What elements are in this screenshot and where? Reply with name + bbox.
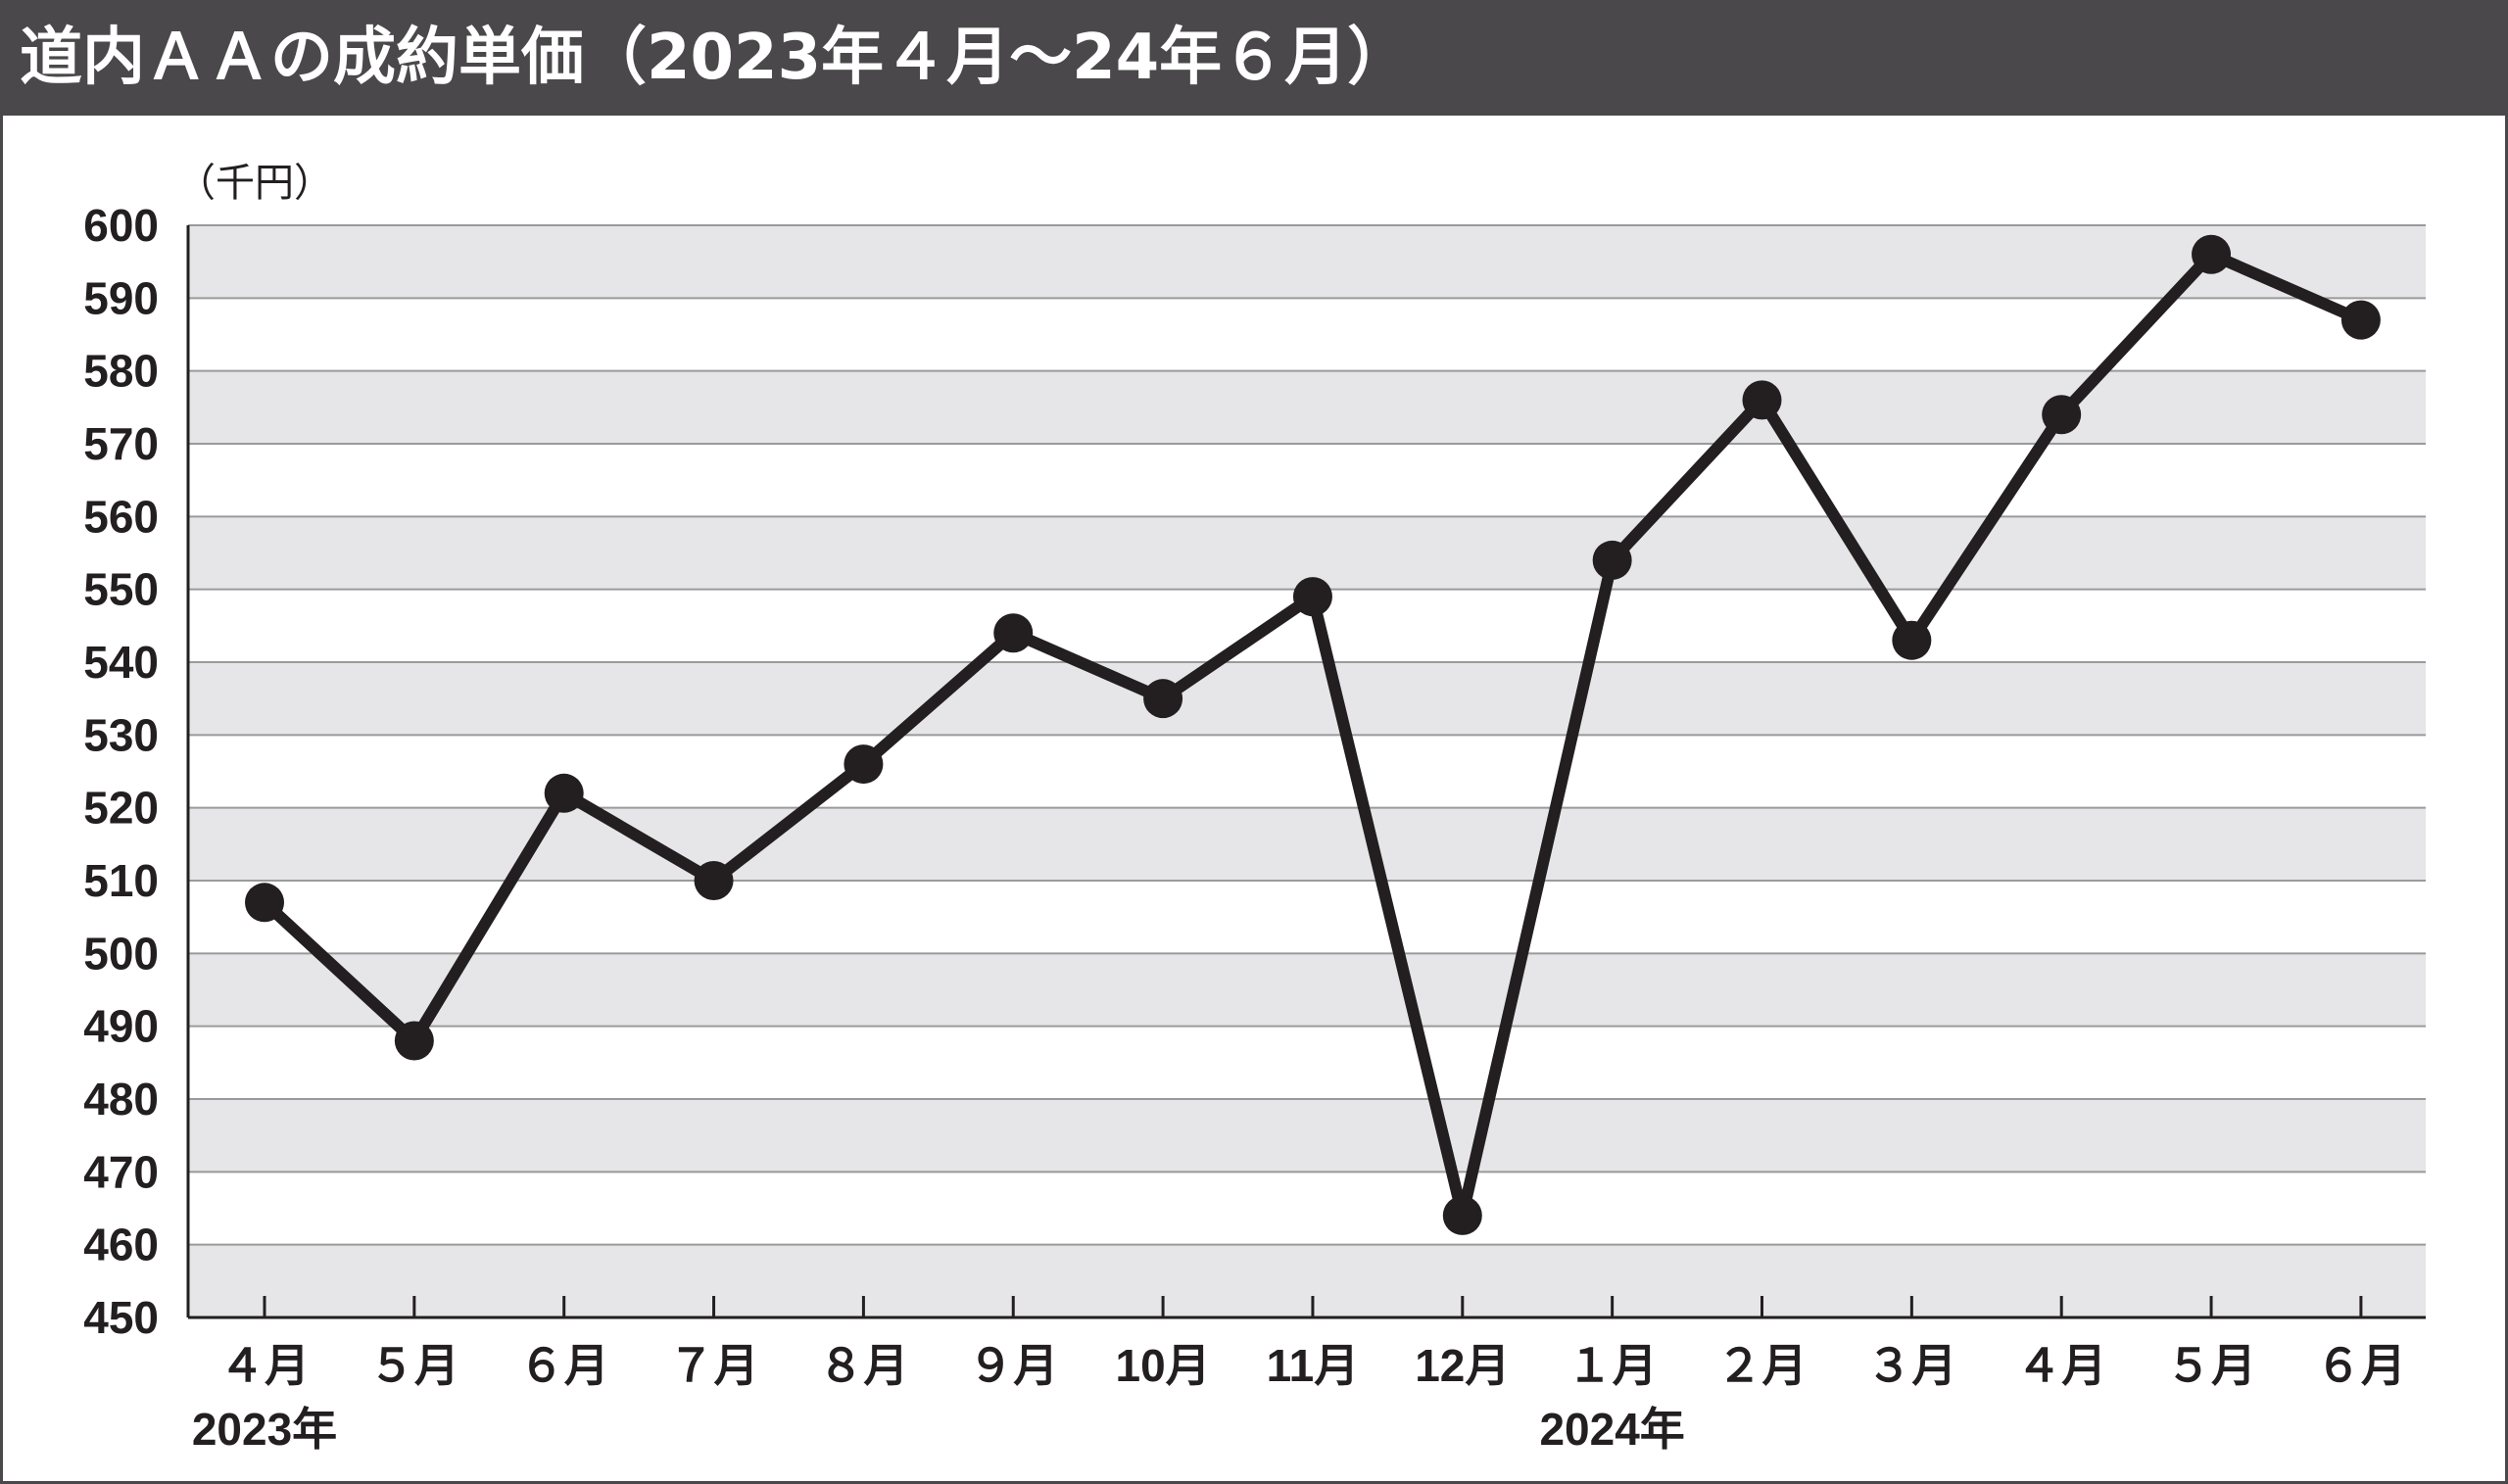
data-point: [844, 744, 884, 785]
plot-background-bands: [188, 225, 2426, 1317]
y-axis-ticks: 450 460 470 480 490 500 510 520 530 540 550 560 570 5…: [83, 200, 159, 1343]
band: [188, 1099, 2426, 1173]
data-point: [1892, 620, 1932, 660]
y-tick-label: 600: [83, 200, 159, 251]
x-year-label: 2024年: [1539, 1404, 1684, 1455]
y-tick-label: 550: [83, 564, 159, 615]
chart-title: 道内ＡＡの成約単価（2023年４月～24年６月）: [0, 0, 2508, 116]
y-tick-label: 450: [83, 1292, 159, 1343]
x-tick-label: ９月: [968, 1340, 1058, 1391]
x-tick-label: ４月: [219, 1340, 310, 1391]
data-point: [1592, 540, 1632, 580]
y-tick-label: 510: [83, 855, 159, 906]
data-point: [694, 861, 734, 900]
x-tick-label: 10月: [1116, 1340, 1211, 1391]
band: [188, 807, 2426, 881]
series-group: [245, 234, 2381, 1235]
x-tick-label: ７月: [669, 1340, 759, 1391]
data-point: [2340, 300, 2381, 340]
x-tick-label: ８月: [818, 1340, 908, 1391]
y-tick-label: 530: [83, 709, 159, 760]
data-point: [2192, 234, 2232, 274]
gridlines: [188, 224, 2426, 1246]
band: [188, 516, 2426, 590]
band: [188, 662, 2426, 736]
y-tick-label: 590: [83, 272, 159, 323]
data-point: [1742, 380, 1782, 420]
x-tick-label: ３月: [1866, 1340, 1956, 1391]
data-point: [394, 1021, 434, 1061]
x-axis-ticks: ４月 ５月 ６月 ７月 ８月 ９月 10月 11月 12月 １月 ２月 ３月 ４月 ５月 ６月 2023年 20…: [192, 1296, 2406, 1455]
axes: [186, 225, 2426, 1319]
x-tick-label: ６月: [2316, 1340, 2406, 1391]
y-axis-unit-label: （千円）: [176, 161, 333, 206]
data-point: [245, 883, 284, 923]
x-tick-label: ５月: [369, 1340, 459, 1391]
y-tick-label: 480: [83, 1074, 159, 1125]
x-tick-label: ２月: [1717, 1340, 1808, 1391]
band: [188, 1244, 2426, 1317]
y-tick-label: 520: [83, 783, 159, 834]
y-tick-label: 570: [83, 418, 159, 469]
data-point: [544, 773, 584, 813]
band: [188, 953, 2426, 1027]
data-point: [1292, 577, 1332, 617]
x-tick-label: １月: [1568, 1340, 1658, 1391]
y-tick-label: 500: [83, 928, 159, 979]
y-tick-label: 560: [83, 491, 159, 542]
x-tick-label: 11月: [1267, 1340, 1360, 1391]
y-tick-label: 580: [83, 346, 159, 397]
data-point: [993, 613, 1034, 653]
data-point: [1143, 679, 1183, 719]
y-tick-label: 460: [83, 1220, 159, 1270]
band: [188, 225, 2426, 299]
data-point: [1442, 1195, 1482, 1235]
x-tick-label: ６月: [519, 1340, 609, 1391]
y-tick-label: 540: [83, 637, 159, 688]
y-tick-label: 470: [83, 1146, 159, 1197]
y-tick-label: 490: [83, 1001, 159, 1052]
x-tick-label: ４月: [2016, 1340, 2106, 1391]
x-tick-label: 12月: [1415, 1340, 1510, 1391]
x-tick-label: ５月: [2166, 1340, 2256, 1391]
x-year-label: 2023年: [192, 1404, 337, 1455]
data-point: [2042, 395, 2082, 435]
